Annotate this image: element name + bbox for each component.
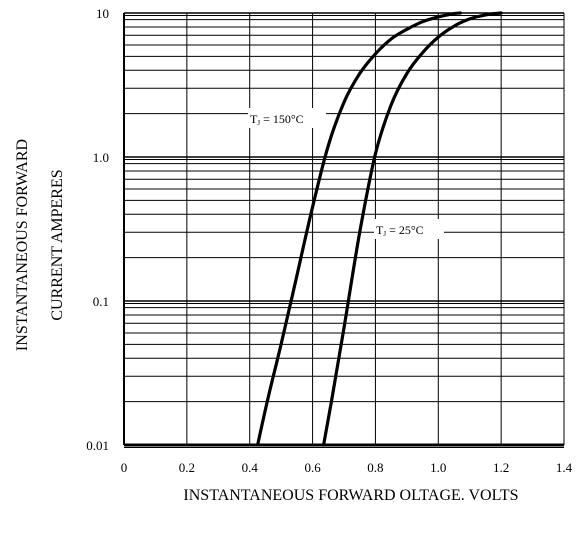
annotation-background xyxy=(374,219,444,239)
x-tick-label: 0.2 xyxy=(179,460,195,475)
chart-annotations: TJ = 150°C TJ = 25°C xyxy=(248,108,444,239)
x-tick-label: 0.8 xyxy=(367,460,383,475)
series-line-1 xyxy=(322,11,503,447)
x-tick-label: 0 xyxy=(121,460,128,475)
series-line-0 xyxy=(256,11,462,447)
x-axis-title: INSTANTANEOUS FORWARD OLTAGE. VOLTS xyxy=(183,487,518,504)
series-annotation-1: TJ = 25°C xyxy=(374,219,444,239)
chart-curves xyxy=(256,11,503,447)
y-tick-label: 0.1 xyxy=(93,294,109,309)
y-axis-title-line-2: CURRENT AMPERES xyxy=(49,169,66,320)
x-tick-label: 0.6 xyxy=(304,460,321,475)
y-tick-label: 1.0 xyxy=(93,150,109,165)
y-axis-title-line-1: INSTANTANEOUS FORWARD xyxy=(14,139,31,351)
y-axis-title: INSTANTANEOUS FORWARD CURRENT AMPERES xyxy=(14,139,66,351)
y-tick-label: 0.01 xyxy=(86,438,109,453)
x-tick-label: 1.0 xyxy=(430,460,446,475)
x-tick-label: 1.2 xyxy=(493,460,509,475)
annotation-label: TJ = 25°C xyxy=(376,223,424,238)
x-tick-label: 1.4 xyxy=(556,460,573,475)
series-annotation-0: TJ = 150°C xyxy=(248,108,326,128)
x-tick-label: 0.4 xyxy=(242,460,259,475)
annotation-background xyxy=(248,108,326,128)
chart-frame xyxy=(123,12,564,447)
y-tick-label: 10 xyxy=(96,6,109,21)
tick-labels: 0 0.2 0.4 0.6 0.8 1.0 1.2 1.4 0.01 0.1 1.0 10 xyxy=(86,6,572,475)
chart-grid xyxy=(123,13,565,448)
annotation-label: TJ = 150°C xyxy=(250,112,304,127)
